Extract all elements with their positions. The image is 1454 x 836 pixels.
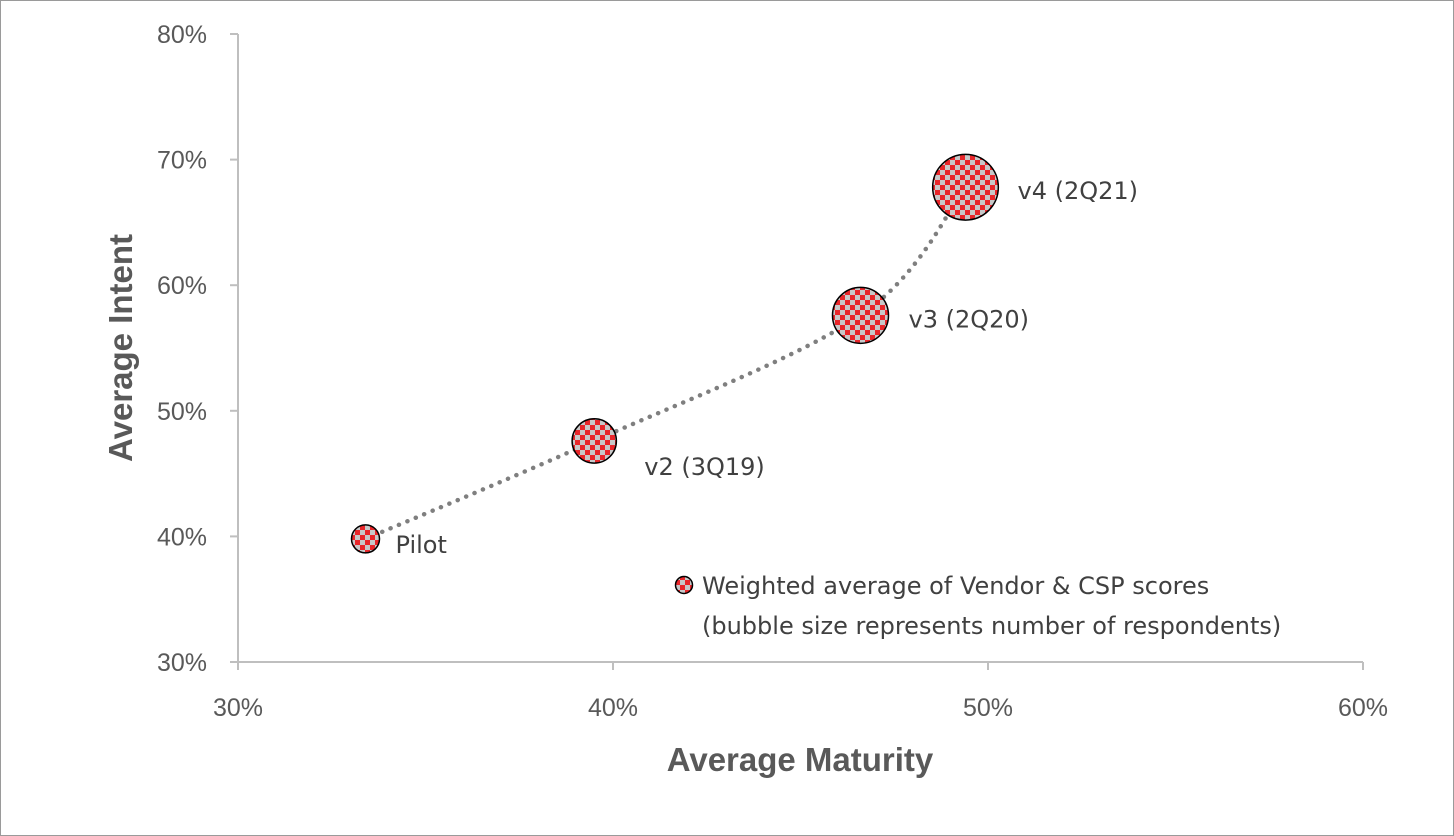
- trendline: [363, 184, 968, 542]
- legend-marker: [674, 575, 694, 595]
- y-axis-ticks: 30% 40% 50% 60% 70% 80%: [157, 21, 238, 677]
- bubble: [931, 153, 1000, 221]
- y-tick-label: 40%: [157, 523, 207, 551]
- y-tick-label: 50%: [157, 398, 207, 426]
- x-tick-label: 30%: [213, 694, 263, 722]
- y-tick-label: 70%: [157, 147, 207, 175]
- y-tick-label: 80%: [157, 21, 207, 49]
- y-axis-title: Average Intent: [102, 234, 139, 462]
- y-tick-label: 30%: [157, 649, 207, 677]
- legend-entry-line2: (bubble size represents number of respon…: [702, 612, 1281, 640]
- point-labels: Pilot v2 (3Q19) v3 (2Q20) v4 (2Q21): [396, 177, 1139, 559]
- bubbles: [350, 153, 1000, 554]
- x-tick-label: 50%: [963, 694, 1013, 722]
- legend: Weighted average of Vendor & CSP scores …: [674, 572, 1281, 640]
- x-tick-label: 40%: [588, 694, 638, 722]
- axes: 30% 40% 50% 60% 70% 80% 30% 40% 50% 60%: [157, 21, 1388, 722]
- x-tick-label: 60%: [1338, 694, 1388, 722]
- data-label: v4 (2Q21): [1018, 177, 1139, 205]
- legend-entry-line1: Weighted average of Vendor & CSP scores: [702, 572, 1209, 600]
- bubble: [831, 286, 890, 345]
- data-label: v2 (3Q19): [644, 453, 765, 481]
- y-tick-label: 60%: [157, 272, 207, 300]
- data-label: Pilot: [396, 531, 447, 559]
- bubble: [350, 524, 381, 554]
- bubble: [571, 418, 618, 464]
- data-label: v3 (2Q20): [909, 305, 1030, 333]
- x-axis-title: Average Maturity: [667, 741, 934, 778]
- x-axis-ticks: 30% 40% 50% 60%: [213, 662, 1388, 722]
